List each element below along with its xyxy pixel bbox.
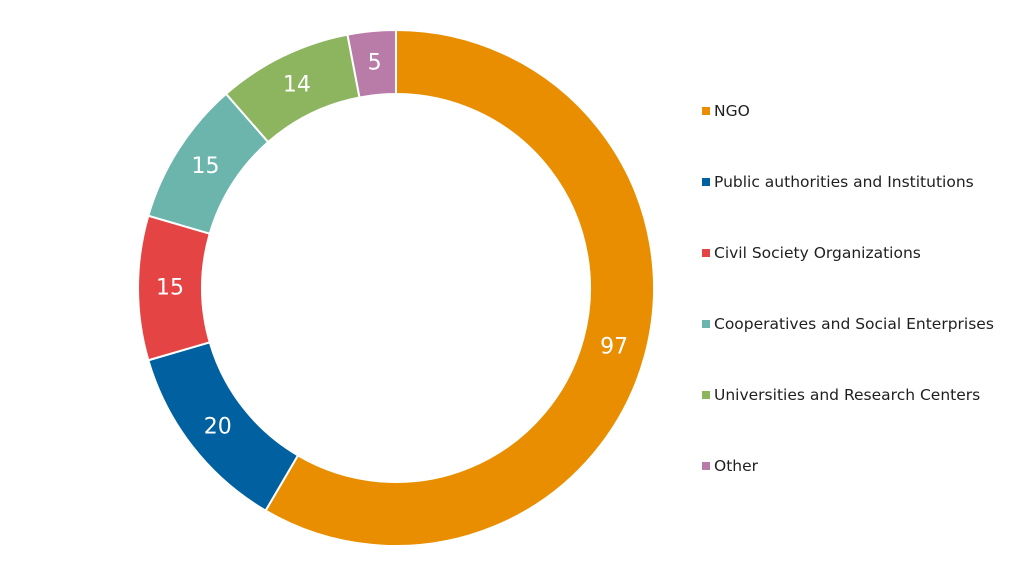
legend-label: Universities and Research Centers xyxy=(714,386,981,404)
legend-label: Public authorities and Institutions xyxy=(714,173,974,191)
legend-label: Cooperatives and Social Enterprises xyxy=(714,315,994,333)
donut-slices xyxy=(137,28,655,547)
slice-label-cooperatives-and-social-enterprises: 15 xyxy=(191,154,219,179)
legend-label: Civil Society Organizations xyxy=(714,244,921,262)
slice-label-civil-society-organizations: 15 xyxy=(156,276,184,301)
legend-item-cooperatives-and-social-enterprises: Cooperatives and Social Enterprises xyxy=(702,310,1022,338)
slice-label-other: 5 xyxy=(368,51,382,76)
legend-swatch xyxy=(702,107,710,115)
legend-swatch xyxy=(702,320,710,328)
legend-swatch xyxy=(702,462,710,470)
legend-item-civil-society-organizations: Civil Society Organizations xyxy=(702,239,1022,267)
legend-swatch xyxy=(702,249,710,257)
slice-label-ngo: 97 xyxy=(600,335,628,360)
legend-swatch xyxy=(702,391,710,399)
legend-item-ngo: NGO xyxy=(702,97,1022,125)
legend-item-other: Other xyxy=(702,452,1022,480)
slice-label-universities-and-research-centers: 14 xyxy=(283,72,311,97)
legend-swatch xyxy=(702,178,710,186)
legend-item-public-authorities-and-institutions: Public authorities and Institutions xyxy=(702,168,1022,196)
slice-labels: 97 20 15 15 14 5 xyxy=(156,51,628,440)
slice-ngo xyxy=(264,28,655,547)
chart-legend: NGO Public authorities and Institutions Ci… xyxy=(702,97,1022,523)
legend-label: NGO xyxy=(714,102,750,120)
legend-label: Other xyxy=(714,457,759,475)
legend-item-universities-and-research-centers: Universities and Research Centers xyxy=(702,381,1022,409)
slice-label-public-authorities-and-institutions: 20 xyxy=(204,414,232,439)
slice-other xyxy=(346,28,397,99)
